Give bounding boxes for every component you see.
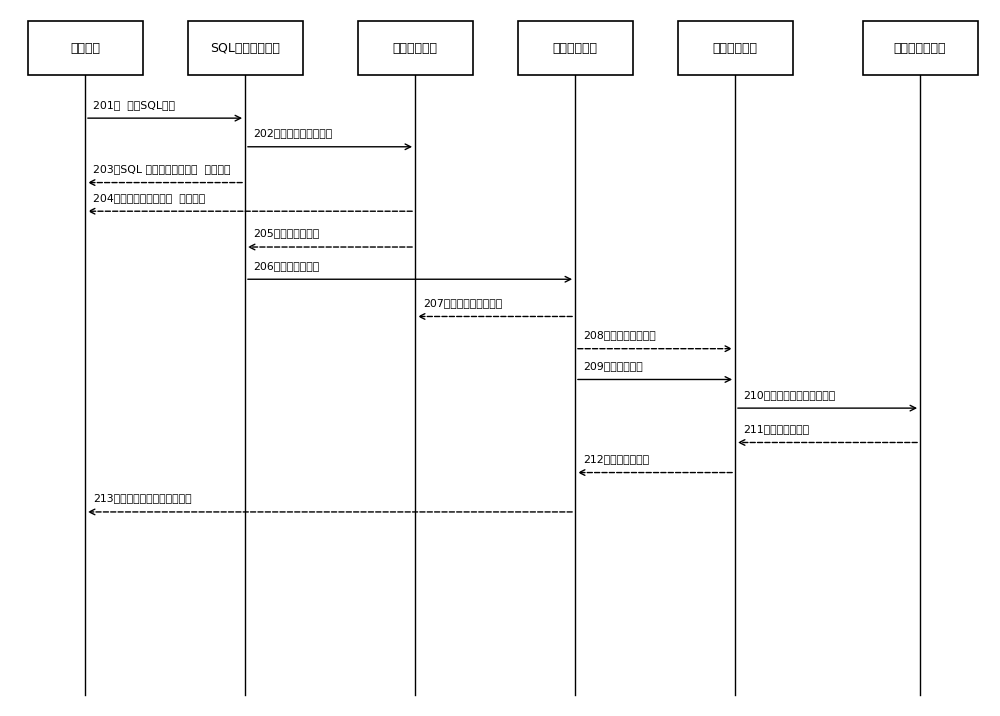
Text: 213、将各子任务结果合并返回: 213、将各子任务结果合并返回	[93, 493, 192, 503]
Text: 203、SQL 语句存在语法错误  重新输入: 203、SQL 语句存在语法错误 重新输入	[93, 164, 230, 174]
Bar	[188, 21, 302, 75]
Text: 任务执行代理: 任务执行代理	[712, 42, 758, 55]
Text: 206、提交全局任务: 206、提交全局任务	[253, 261, 319, 271]
Text: 局部异构数据库: 局部异构数据库	[894, 42, 946, 55]
Text: 应用程序: 应用程序	[70, 42, 100, 55]
Text: 212、返回请求结果: 212、返回请求结果	[583, 454, 649, 464]
Text: 205、生成全局任务: 205、生成全局任务	[253, 228, 319, 238]
Text: 任务调度装置: 任务调度装置	[552, 42, 598, 55]
Text: 207、获取模式映射信息: 207、获取模式映射信息	[423, 298, 502, 308]
Text: 208、生成查询子任务: 208、生成查询子任务	[583, 330, 656, 340]
Text: 201、  提交SQL语句: 201、 提交SQL语句	[93, 100, 175, 110]
Text: 全局数据字典: 全局数据字典	[392, 42, 438, 55]
Bar	[862, 21, 978, 75]
Bar	[28, 21, 143, 75]
Text: 204、请求的数据不存在  重新输入: 204、请求的数据不存在 重新输入	[93, 193, 205, 203]
Text: 209、发送子任务: 209、发送子任务	[583, 361, 643, 371]
Bar	[358, 21, 473, 75]
Text: 211、返回请求结果: 211、返回请求结果	[743, 424, 809, 434]
Text: SQL语法解析装置: SQL语法解析装置	[210, 42, 280, 55]
Bar	[678, 21, 792, 75]
Text: 210、向局部数据库请求数据: 210、向局部数据库请求数据	[743, 390, 835, 400]
Bar	[518, 21, 633, 75]
Text: 202、查阅全局数据字典: 202、查阅全局数据字典	[253, 128, 332, 138]
